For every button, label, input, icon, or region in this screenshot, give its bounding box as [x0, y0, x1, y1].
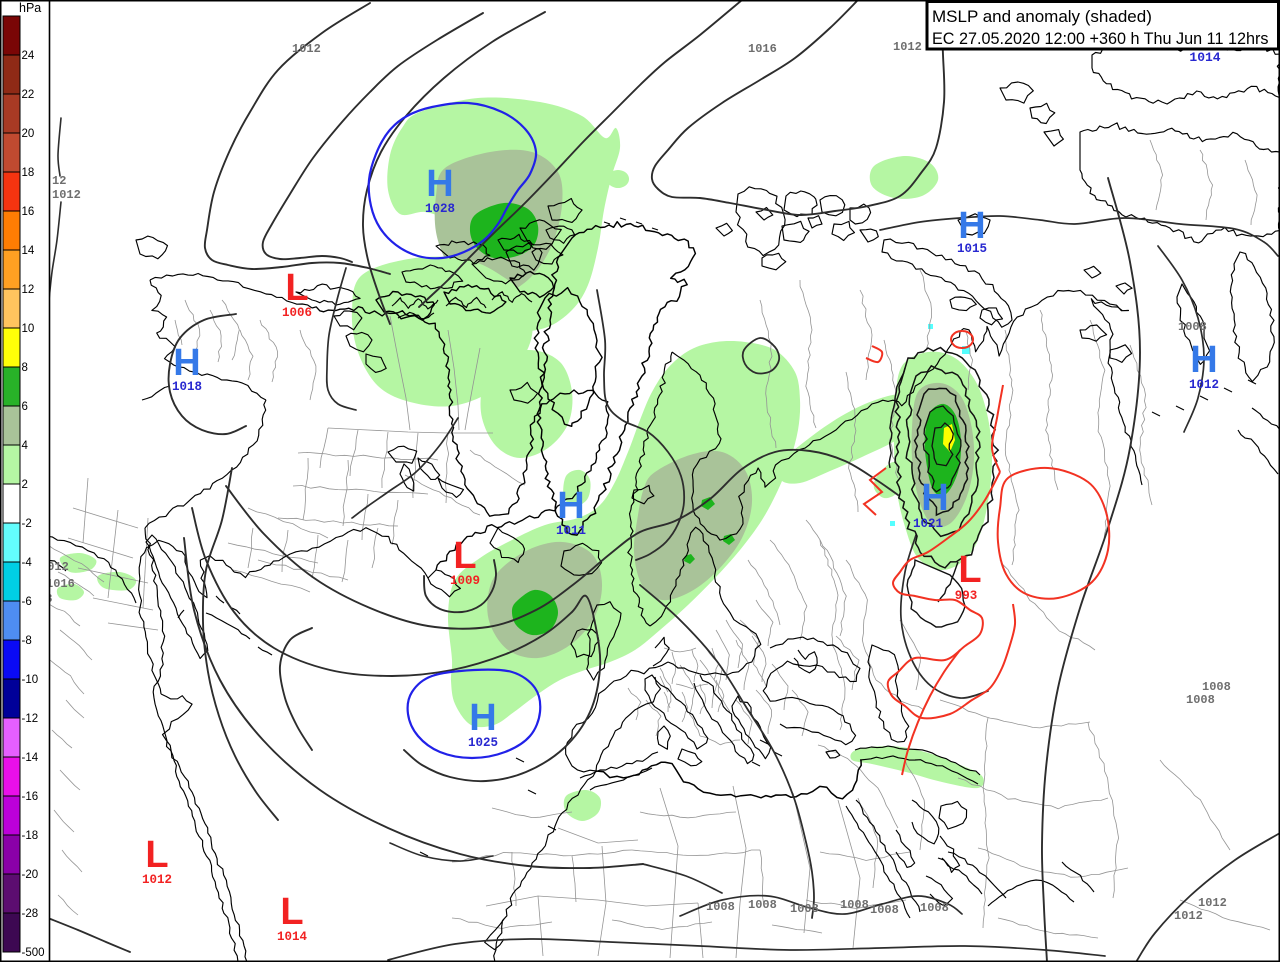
svg-text:-14: -14	[22, 752, 39, 764]
svg-text:1025: 1025	[468, 736, 498, 750]
svg-text:H: H	[469, 697, 496, 739]
svg-text:1008: 1008	[920, 901, 949, 915]
svg-text:EC 27.05.2020 12:00 +360 h Thu: EC 27.05.2020 12:00 +360 h Thu Jun 11 12…	[932, 30, 1268, 48]
svg-text:-8: -8	[22, 635, 32, 647]
svg-text:H: H	[958, 205, 985, 247]
svg-text:1006: 1006	[282, 306, 312, 320]
svg-text:10: 10	[22, 323, 35, 335]
svg-text:993: 993	[955, 589, 978, 603]
svg-text:L: L	[145, 834, 168, 876]
svg-text:H: H	[1190, 339, 1217, 381]
svg-text:6: 6	[22, 401, 28, 413]
svg-text:H: H	[426, 163, 453, 205]
svg-text:16: 16	[22, 206, 35, 218]
svg-text:L: L	[280, 891, 303, 933]
svg-text:1012: 1012	[1198, 896, 1227, 910]
svg-text:22: 22	[22, 89, 35, 101]
svg-text:1008: 1008	[706, 900, 735, 914]
svg-text:18: 18	[22, 167, 35, 179]
svg-text:-12: -12	[22, 713, 39, 725]
svg-text:hPa: hPa	[19, 1, 41, 15]
svg-text:L: L	[285, 267, 308, 309]
svg-text:-28: -28	[22, 908, 39, 920]
svg-text:12: 12	[22, 284, 35, 296]
svg-text:1008: 1008	[870, 903, 899, 917]
svg-text:1008: 1008	[748, 898, 777, 912]
svg-text:-2: -2	[22, 518, 32, 530]
svg-text:-18: -18	[22, 830, 39, 842]
svg-text:MSLP and anomaly (shaded): MSLP and anomaly (shaded)	[932, 7, 1152, 26]
svg-text:1008: 1008	[840, 898, 869, 912]
svg-text:1014: 1014	[1189, 50, 1220, 65]
svg-text:-10: -10	[22, 674, 39, 686]
svg-text:1016: 1016	[46, 577, 75, 591]
svg-text:L: L	[453, 535, 476, 577]
svg-text:1008: 1008	[1186, 693, 1215, 707]
svg-text:24: 24	[22, 50, 35, 62]
svg-text:8: 8	[22, 362, 28, 374]
svg-text:1016: 1016	[748, 42, 777, 56]
svg-text:-16: -16	[22, 791, 39, 803]
svg-text:1012: 1012	[1189, 378, 1219, 392]
svg-text:-6: -6	[22, 596, 32, 608]
svg-text:1012: 1012	[893, 40, 922, 54]
svg-text:14: 14	[22, 245, 35, 257]
svg-text:1021: 1021	[913, 517, 943, 531]
svg-text:1008: 1008	[1178, 320, 1207, 334]
svg-text:1011: 1011	[556, 524, 586, 538]
svg-text:-500: -500	[22, 947, 45, 959]
svg-text:1012: 1012	[52, 188, 81, 202]
svg-text:1012: 1012	[292, 42, 321, 56]
svg-text:1015: 1015	[957, 242, 987, 256]
svg-text:1014: 1014	[277, 930, 308, 944]
svg-text:1008: 1008	[1202, 680, 1231, 694]
svg-text:-20: -20	[22, 869, 39, 881]
svg-text:12: 12	[52, 174, 66, 188]
svg-text:1012: 1012	[1174, 909, 1203, 923]
svg-text:1008: 1008	[790, 902, 819, 916]
svg-text:1009: 1009	[450, 574, 480, 588]
svg-text:2: 2	[22, 479, 28, 491]
svg-text:1018: 1018	[172, 380, 202, 394]
svg-text:H: H	[173, 342, 200, 384]
svg-text:1012: 1012	[142, 873, 172, 887]
svg-text:20: 20	[22, 128, 35, 140]
svg-text:H: H	[921, 477, 948, 519]
svg-text:4: 4	[22, 440, 29, 452]
svg-text:H: H	[557, 485, 584, 527]
svg-text:1028: 1028	[425, 202, 455, 216]
svg-text:L: L	[958, 549, 981, 591]
svg-text:-4: -4	[22, 557, 33, 569]
